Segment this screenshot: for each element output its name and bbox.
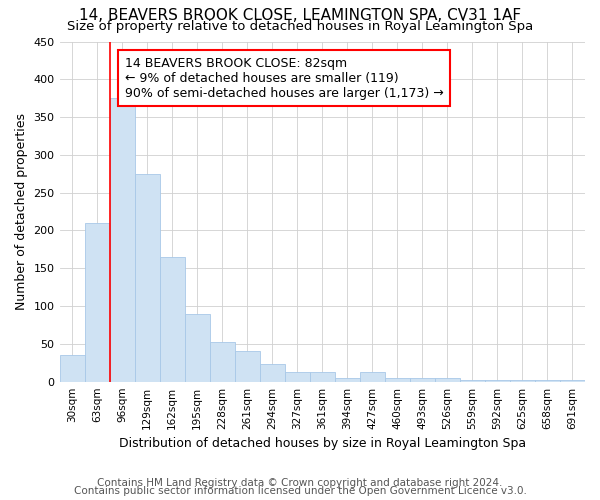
Bar (85, 223, 110, 382)
Bar (435, 378, 460, 382)
Text: Contains public sector information licensed under the Open Government Licence v3: Contains public sector information licen… (74, 486, 526, 496)
Bar (59, 355, 85, 382)
Text: Size of property relative to detached houses in Royal Leamington Spa: Size of property relative to detached ho… (67, 20, 533, 33)
Bar (209, 342, 235, 382)
Bar (185, 314, 209, 382)
Bar (535, 380, 560, 382)
Bar (110, 98, 134, 382)
Bar (485, 380, 510, 382)
Bar (235, 352, 260, 382)
Bar (410, 378, 435, 382)
Text: 14 BEAVERS BROOK CLOSE: 82sqm
← 9% of detached houses are smaller (119)
90% of s: 14 BEAVERS BROOK CLOSE: 82sqm ← 9% of de… (125, 56, 443, 100)
Bar (160, 257, 185, 382)
Bar (335, 378, 360, 382)
Bar (360, 372, 385, 382)
Text: 14, BEAVERS BROOK CLOSE, LEAMINGTON SPA, CV31 1AF: 14, BEAVERS BROOK CLOSE, LEAMINGTON SPA,… (79, 8, 521, 22)
Bar (260, 364, 285, 382)
Bar (285, 372, 310, 382)
Bar (560, 380, 585, 382)
Bar (310, 372, 335, 382)
Bar (510, 380, 535, 382)
Text: Contains HM Land Registry data © Crown copyright and database right 2024.: Contains HM Land Registry data © Crown c… (97, 478, 503, 488)
Y-axis label: Number of detached properties: Number of detached properties (15, 113, 28, 310)
Bar (460, 380, 485, 382)
Bar (134, 174, 160, 382)
X-axis label: Distribution of detached houses by size in Royal Leamington Spa: Distribution of detached houses by size … (119, 437, 526, 450)
Bar (385, 378, 410, 382)
